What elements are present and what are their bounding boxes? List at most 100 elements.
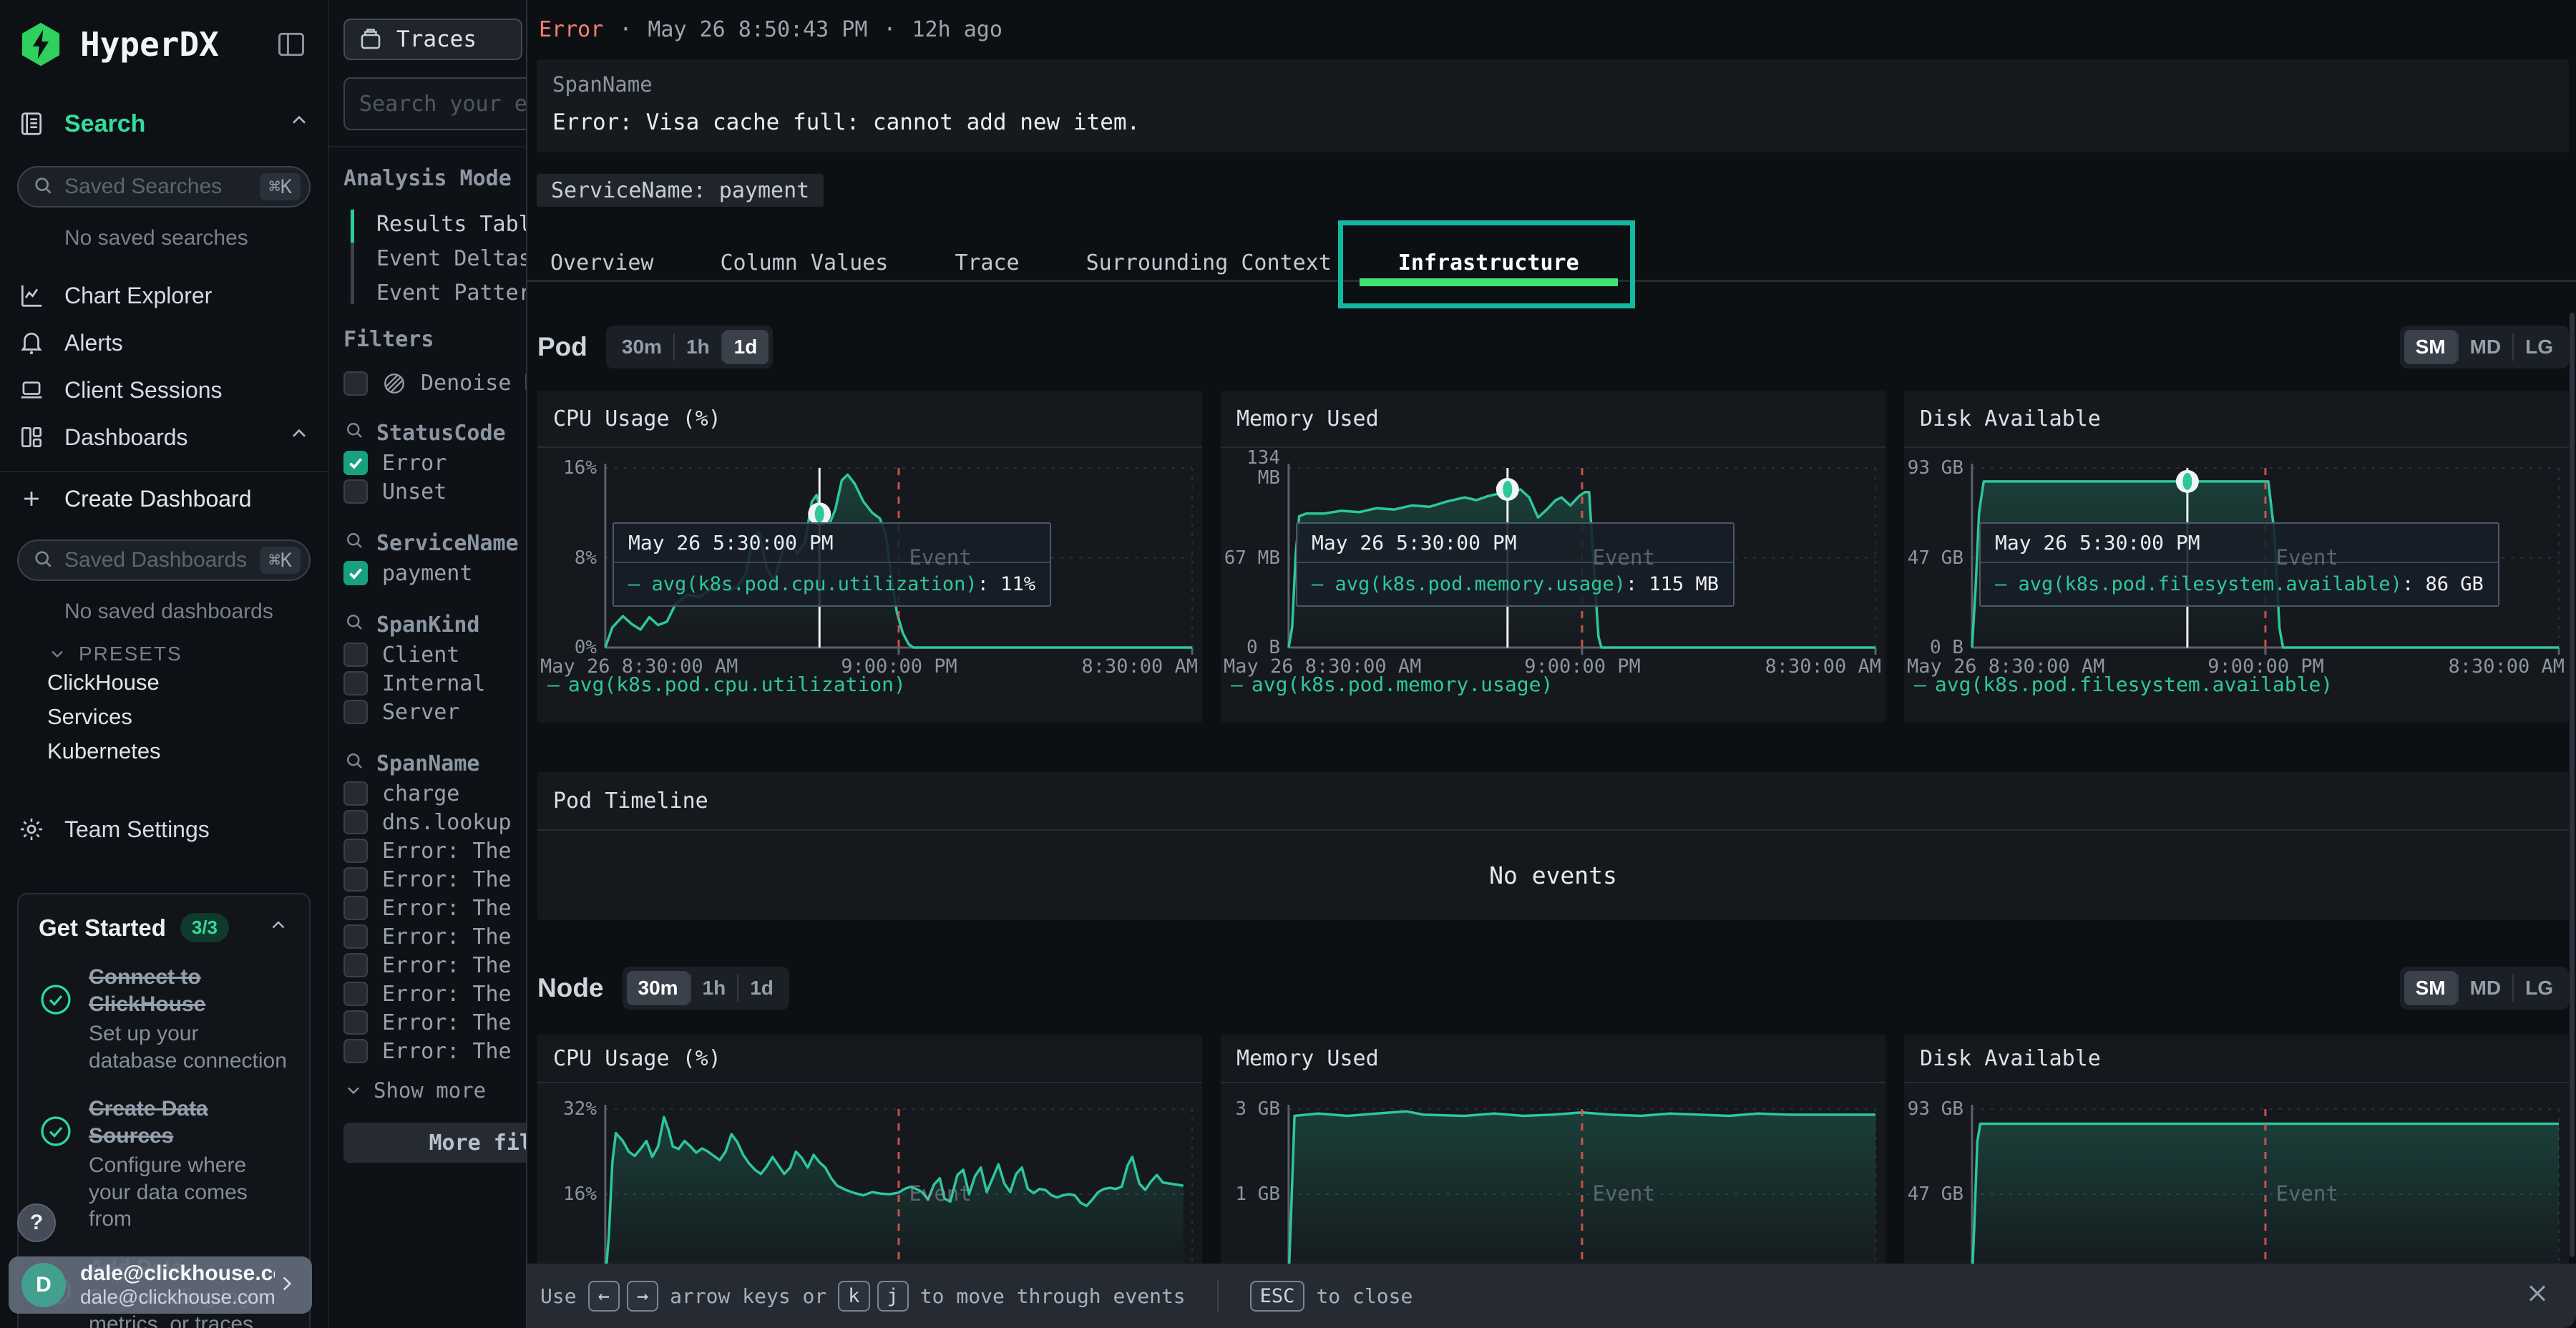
y-tick-label: 16%	[563, 457, 597, 479]
filter-option[interactable]: Error: The cr	[343, 836, 526, 865]
filter-option[interactable]: payment	[343, 559, 526, 587]
checkbox-unchecked[interactable]	[343, 982, 368, 1006]
sidebar-item-chart-explorer[interactable]: Chart Explorer	[17, 272, 311, 319]
chevron-down-icon	[52, 650, 63, 658]
sidebar-item-team-settings[interactable]: Team Settings	[17, 806, 311, 853]
sidebar-item-client-sessions[interactable]: Client Sessions	[17, 366, 311, 414]
filter-option[interactable]: Client	[343, 640, 526, 669]
checkbox-unchecked[interactable]	[343, 700, 368, 724]
pod-size-lg[interactable]: LG	[2514, 330, 2565, 364]
node-range-1d[interactable]: 1d	[738, 971, 785, 1005]
checkbox-unchecked[interactable]	[343, 671, 368, 695]
pod-range-1d[interactable]: 1d	[722, 330, 769, 364]
node-size-lg[interactable]: LG	[2514, 971, 2565, 1005]
preset-item-kubernetes[interactable]: Kubernetes	[47, 738, 161, 763]
filter-option[interactable]: charge	[343, 779, 526, 808]
sidebar-item-search[interactable]: Search	[17, 100, 311, 147]
source-select[interactable]: Traces	[343, 19, 522, 60]
checkbox-unchecked[interactable]	[343, 896, 368, 920]
sidebar-item-label: Dashboards	[64, 424, 188, 450]
filter-option[interactable]: Error: The cr	[343, 1008, 526, 1037]
tab-infrastructure[interactable]: Infrastructure	[1337, 220, 1635, 308]
saved-searches-search[interactable]: ⌘K	[17, 166, 311, 208]
esc-keycap: ESC	[1249, 1280, 1305, 1312]
active-tab-underline	[1359, 278, 1618, 286]
saved-dashboards-input[interactable]	[64, 548, 296, 572]
checkbox-unchecked[interactable]	[343, 479, 368, 504]
scrollbar[interactable]	[2570, 313, 2575, 1257]
separator-dot: ·	[619, 17, 633, 42]
filter-option[interactable]: Error: The cr	[343, 951, 526, 980]
sidebar-item-dashboards[interactable]: Dashboards	[17, 414, 311, 461]
tooltip-metric: — avg(k8s.pod.memory.usage)	[1312, 573, 1626, 595]
preset-item-clickhouse[interactable]: ClickHouse	[47, 670, 160, 695]
checkbox-unchecked[interactable]	[343, 810, 368, 834]
checkbox-unchecked[interactable]	[343, 839, 368, 863]
chart-plot-pod-cpu[interactable]: 16% 8% 0% Event May 26 8:30:00 AM 9:00:00 PM 8…	[537, 448, 1202, 723]
checkbox-checked[interactable]	[343, 451, 368, 475]
tab-overview[interactable]: Overview	[550, 236, 654, 290]
filter-option[interactable]: Error: The cr	[343, 865, 526, 894]
filter-option[interactable]: Error: The cr	[343, 894, 526, 922]
pod-range-1h[interactable]: 1h	[675, 330, 721, 364]
more-filters-button[interactable]: More fil	[343, 1123, 526, 1163]
checkbox-unchecked[interactable]	[343, 371, 368, 396]
pod-size-md[interactable]: MD	[2459, 330, 2513, 364]
filter-option[interactable]: Error: The cr	[343, 1037, 526, 1065]
tooltip-value: : 11%	[977, 573, 1035, 595]
node-size-sm[interactable]: SM	[2404, 971, 2457, 1005]
event-search[interactable]	[343, 77, 526, 130]
filter-option[interactable]: Unset	[343, 477, 526, 506]
saved-dashboards-search[interactable]: ⌘K	[17, 540, 311, 581]
chart-plot-pod-disk[interactable]: 93 GB 47 GB 0 B Event May 26 8:30:00 AM 9:00:…	[1904, 448, 2569, 723]
analysis-mode-results-table[interactable]: Results Table	[376, 211, 526, 237]
divider	[329, 146, 526, 147]
saved-searches-input[interactable]	[64, 175, 296, 199]
node-range-30m[interactable]: 30m	[626, 971, 690, 1005]
sidebar-item-alerts[interactable]: Alerts	[17, 319, 311, 366]
tab-column-values[interactable]: Column Values	[721, 236, 889, 290]
event-search-input[interactable]	[359, 91, 526, 117]
analysis-mode-event-patterns[interactable]: Event Patterns	[376, 280, 526, 306]
checkbox-unchecked[interactable]	[343, 1010, 368, 1035]
pod-range-30m[interactable]: 30m	[610, 330, 673, 364]
chart-title: CPU Usage (%)	[537, 1035, 1202, 1083]
checkbox-unchecked[interactable]	[343, 953, 368, 977]
collapse-sidebar-icon[interactable]	[272, 25, 311, 64]
filter-option[interactable]: Error	[343, 449, 526, 477]
filter-option[interactable]: Error: The cr	[343, 922, 526, 951]
checkbox-unchecked[interactable]	[343, 924, 368, 949]
user-card[interactable]: D dale@clickhouse.com dale@clickhouse.co…	[9, 1256, 312, 1314]
highlight-annotation-box	[1337, 220, 1635, 308]
chevron-up-icon[interactable]	[268, 915, 289, 940]
shortcut-badge: ⌘K	[260, 547, 301, 574]
analysis-mode-event-deltas[interactable]: Event Deltas	[376, 245, 526, 271]
chart-title: Memory Used	[1221, 391, 1885, 448]
filter-option[interactable]: dns.lookup	[343, 808, 526, 836]
presets-toggle[interactable]: PRESETS	[47, 643, 311, 665]
service-name-chip[interactable]: ServiceName: payment	[537, 174, 824, 207]
filter-option[interactable]: Internal	[343, 669, 526, 698]
checkbox-unchecked[interactable]	[343, 1039, 368, 1063]
preset-item-services[interactable]: Services	[47, 704, 132, 729]
filter-option[interactable]: Error: The cr	[343, 980, 526, 1008]
denoise-results-toggle[interactable]: Denoise Re	[343, 371, 526, 396]
tab-surrounding-context[interactable]: Surrounding Context	[1086, 236, 1332, 290]
separator-dot: ·	[883, 17, 897, 42]
checkbox-checked[interactable]	[343, 561, 368, 585]
create-dashboard-button[interactable]: Create Dashboard	[17, 477, 311, 521]
checkbox-unchecked[interactable]	[343, 643, 368, 667]
show-more-button[interactable]: Show more	[343, 1078, 526, 1103]
node-size-md[interactable]: MD	[2459, 971, 2513, 1005]
checkbox-unchecked[interactable]	[343, 867, 368, 892]
checkbox-unchecked[interactable]	[343, 781, 368, 806]
chart-plot-pod-memory[interactable]: 134 MB 67 MB 0 B Event May 26 8:30:00 AM 9:00…	[1221, 448, 1885, 723]
pod-size-sm[interactable]: SM	[2404, 330, 2457, 364]
tab-trace[interactable]: Trace	[955, 236, 1019, 290]
close-icon[interactable]	[2523, 1279, 2552, 1313]
help-button[interactable]: ?	[17, 1204, 56, 1242]
span-name-card: SpanName Error: Visa cache full: cannot …	[537, 59, 2569, 152]
node-range-1h[interactable]: 1h	[691, 971, 738, 1005]
filter-option[interactable]: Server	[343, 698, 526, 726]
